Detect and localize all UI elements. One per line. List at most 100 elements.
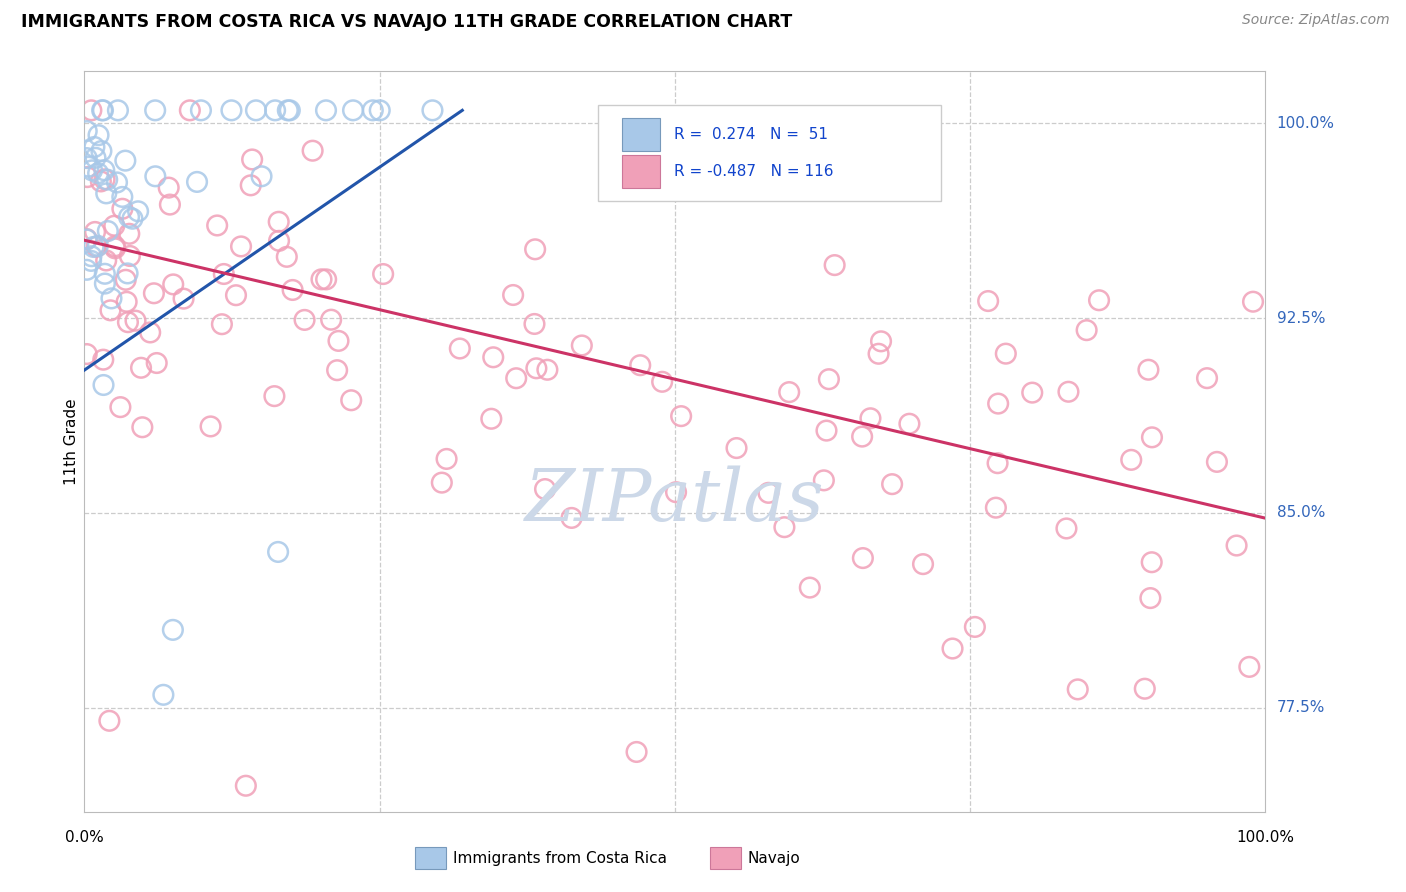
Point [111, 190, 134, 204]
Point [76, 232, 98, 246]
Point [98, 714, 121, 728]
Point [315, 103, 337, 118]
Point [502, 288, 524, 302]
Point [250, 169, 273, 184]
Point [911, 557, 934, 571]
Point [94, 267, 117, 281]
Point [76, 151, 98, 165]
Point [571, 338, 593, 352]
Point [799, 581, 821, 595]
Text: R =  0.274   N =  51: R = 0.274 N = 51 [673, 127, 828, 142]
Point [245, 103, 267, 118]
Text: Source: ZipAtlas.com: Source: ZipAtlas.com [1241, 13, 1389, 28]
Point [221, 103, 243, 118]
Point [1076, 323, 1098, 337]
Point [536, 363, 558, 377]
Point [1137, 363, 1160, 377]
Point [93, 163, 115, 178]
Point [482, 351, 505, 365]
Point [1140, 430, 1163, 444]
Point [104, 239, 127, 253]
Point [80, 253, 103, 268]
Text: 92.5%: 92.5% [1277, 310, 1324, 326]
Point [524, 361, 547, 376]
Point [115, 294, 138, 309]
Point [76, 262, 98, 277]
Y-axis label: 11th Grade: 11th Grade [63, 398, 79, 485]
Point [281, 283, 304, 297]
Text: ZIPatlas: ZIPatlas [524, 466, 825, 536]
Point [818, 372, 841, 386]
Point [1226, 539, 1249, 553]
Point [200, 419, 222, 434]
Text: 77.5%: 77.5% [1277, 700, 1324, 715]
Point [93, 378, 115, 392]
Point [315, 272, 337, 286]
Text: Immigrants from Costa Rica: Immigrants from Costa Rica [453, 851, 666, 865]
Point [479, 411, 502, 425]
Point [139, 326, 162, 340]
Point [225, 288, 247, 302]
Bar [621, 154, 659, 188]
Point [1140, 555, 1163, 569]
Point [278, 103, 301, 118]
Point [277, 103, 299, 118]
Point [157, 180, 180, 194]
Point [963, 620, 986, 634]
Point [76, 232, 98, 246]
Point [121, 211, 143, 226]
Point [1206, 455, 1229, 469]
Point [179, 103, 201, 118]
Point [105, 176, 128, 190]
Bar [621, 118, 659, 151]
Point [159, 197, 181, 211]
Point [96, 186, 118, 201]
Point [80, 249, 103, 263]
Text: 100.0%: 100.0% [1236, 830, 1295, 846]
FancyBboxPatch shape [598, 104, 941, 201]
Point [868, 347, 890, 361]
Point [91, 103, 114, 118]
Point [190, 103, 212, 118]
Point [90, 174, 112, 188]
Point [86, 240, 108, 254]
Point [162, 623, 184, 637]
Point [373, 267, 395, 281]
Point [240, 153, 263, 167]
Point [328, 334, 350, 348]
Point [186, 175, 208, 189]
Point [142, 286, 165, 301]
Point [111, 202, 134, 216]
Point [669, 409, 692, 424]
Point [76, 170, 98, 185]
Point [212, 267, 235, 281]
Point [87, 128, 110, 143]
Point [882, 477, 904, 491]
Text: R = -0.487   N = 116: R = -0.487 N = 116 [673, 164, 834, 178]
Point [851, 429, 873, 443]
Point [90, 144, 112, 158]
Point [96, 172, 118, 186]
Point [813, 474, 835, 488]
Point [229, 239, 252, 253]
Point [76, 347, 98, 361]
Point [651, 375, 673, 389]
Point [773, 520, 796, 534]
Point [77, 160, 100, 174]
Point [83, 140, 105, 154]
Point [84, 225, 107, 239]
Point [778, 385, 800, 400]
Point [1133, 681, 1156, 696]
Point [152, 688, 174, 702]
Point [80, 163, 103, 178]
Point [127, 204, 149, 219]
Point [628, 358, 651, 372]
Point [561, 511, 583, 525]
Point [276, 250, 298, 264]
Point [173, 292, 195, 306]
Point [118, 227, 141, 241]
Point [523, 317, 546, 331]
Point [815, 424, 838, 438]
Point [97, 224, 120, 238]
Point [1021, 385, 1043, 400]
